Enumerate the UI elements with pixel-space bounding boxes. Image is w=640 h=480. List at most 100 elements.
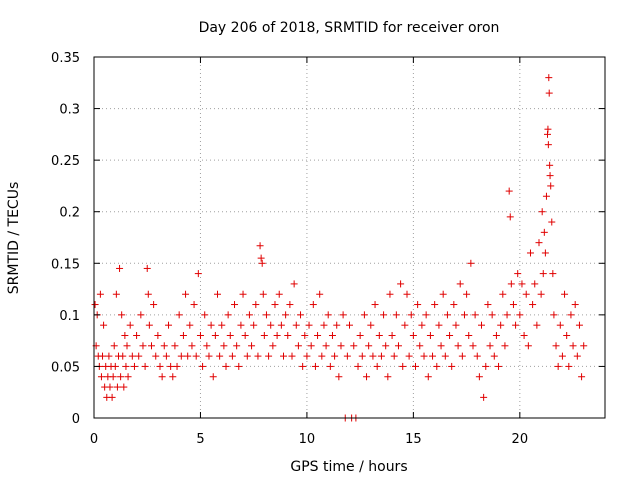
data-point (454, 342, 462, 350)
data-point (213, 290, 221, 298)
data-point (160, 342, 168, 350)
data-point (309, 301, 317, 309)
y-tick-label: 0.05 (51, 360, 80, 375)
data-point (424, 373, 432, 381)
data-point (339, 311, 347, 319)
data-point (286, 301, 294, 309)
data-point (211, 331, 219, 339)
data-point (409, 331, 417, 339)
data-point (580, 342, 588, 350)
y-tick-label: 0.3 (59, 103, 80, 118)
data-point (563, 331, 571, 339)
data-point (256, 242, 264, 250)
data-point (443, 311, 451, 319)
data-point (561, 290, 569, 298)
data-point (288, 352, 296, 360)
data-point (222, 362, 230, 370)
data-point (488, 311, 496, 319)
data-point (257, 254, 265, 262)
data-point (150, 301, 158, 309)
data-point (126, 321, 134, 329)
data-point (458, 352, 466, 360)
data-point (108, 393, 116, 401)
data-point (460, 311, 468, 319)
data-point (463, 290, 471, 298)
data-point (512, 321, 520, 329)
data-point (209, 373, 217, 381)
data-point (105, 352, 113, 360)
data-point (548, 218, 556, 226)
data-point (220, 342, 228, 350)
data-point (433, 362, 441, 370)
data-point (318, 352, 326, 360)
data-point (405, 352, 413, 360)
data-point (452, 321, 460, 329)
data-point (544, 125, 552, 133)
data-point (516, 311, 524, 319)
data-point (552, 342, 560, 350)
data-point (399, 362, 407, 370)
data-point (320, 321, 328, 329)
chart-title: Day 206 of 2018, SRMTID for receiver oro… (199, 20, 500, 36)
data-point (192, 352, 200, 360)
data-point (169, 373, 177, 381)
data-point (237, 321, 245, 329)
data-point (267, 321, 275, 329)
y-tick-label: 0.15 (51, 257, 80, 272)
data-point (507, 280, 515, 288)
data-point (388, 331, 396, 339)
data-point (258, 259, 266, 267)
data-point (420, 352, 428, 360)
data-point (216, 352, 224, 360)
data-point (484, 301, 492, 309)
data-point (495, 362, 503, 370)
data-point (365, 342, 373, 350)
data-point (175, 311, 183, 319)
data-point (369, 352, 377, 360)
x-axis-label: GPS time / hours (290, 459, 407, 475)
data-point (565, 362, 573, 370)
data-point (538, 208, 546, 216)
data-point (335, 373, 343, 381)
x-tick-label: 10 (299, 432, 316, 447)
data-point (173, 362, 181, 370)
data-point (262, 311, 270, 319)
data-point (111, 362, 119, 370)
data-point (537, 290, 545, 298)
data-point (407, 311, 415, 319)
data-point (358, 352, 366, 360)
data-point (441, 352, 449, 360)
data-point (156, 362, 164, 370)
data-point (112, 290, 120, 298)
data-point (354, 362, 362, 370)
data-points (91, 74, 588, 422)
data-point (324, 311, 332, 319)
data-point (158, 373, 166, 381)
data-point (231, 301, 239, 309)
data-point (122, 362, 130, 370)
data-point (375, 331, 383, 339)
data-point (199, 362, 207, 370)
data-point (203, 342, 211, 350)
data-point (377, 352, 385, 360)
data-point (448, 362, 456, 370)
data-point (514, 270, 522, 278)
data-point (252, 301, 260, 309)
data-point (228, 352, 236, 360)
data-point (343, 352, 351, 360)
x-tick-label: 15 (405, 432, 422, 447)
data-point (224, 311, 232, 319)
data-point (165, 321, 173, 329)
data-point (182, 290, 190, 298)
data-point (130, 362, 138, 370)
data-point (207, 321, 215, 329)
data-point (380, 311, 388, 319)
data-point (363, 373, 371, 381)
data-point (501, 342, 509, 350)
data-point (239, 290, 247, 298)
data-point (119, 352, 127, 360)
y-axis-label: SRMTID / TECUs (6, 182, 22, 295)
data-point (128, 352, 136, 360)
data-point (386, 290, 394, 298)
